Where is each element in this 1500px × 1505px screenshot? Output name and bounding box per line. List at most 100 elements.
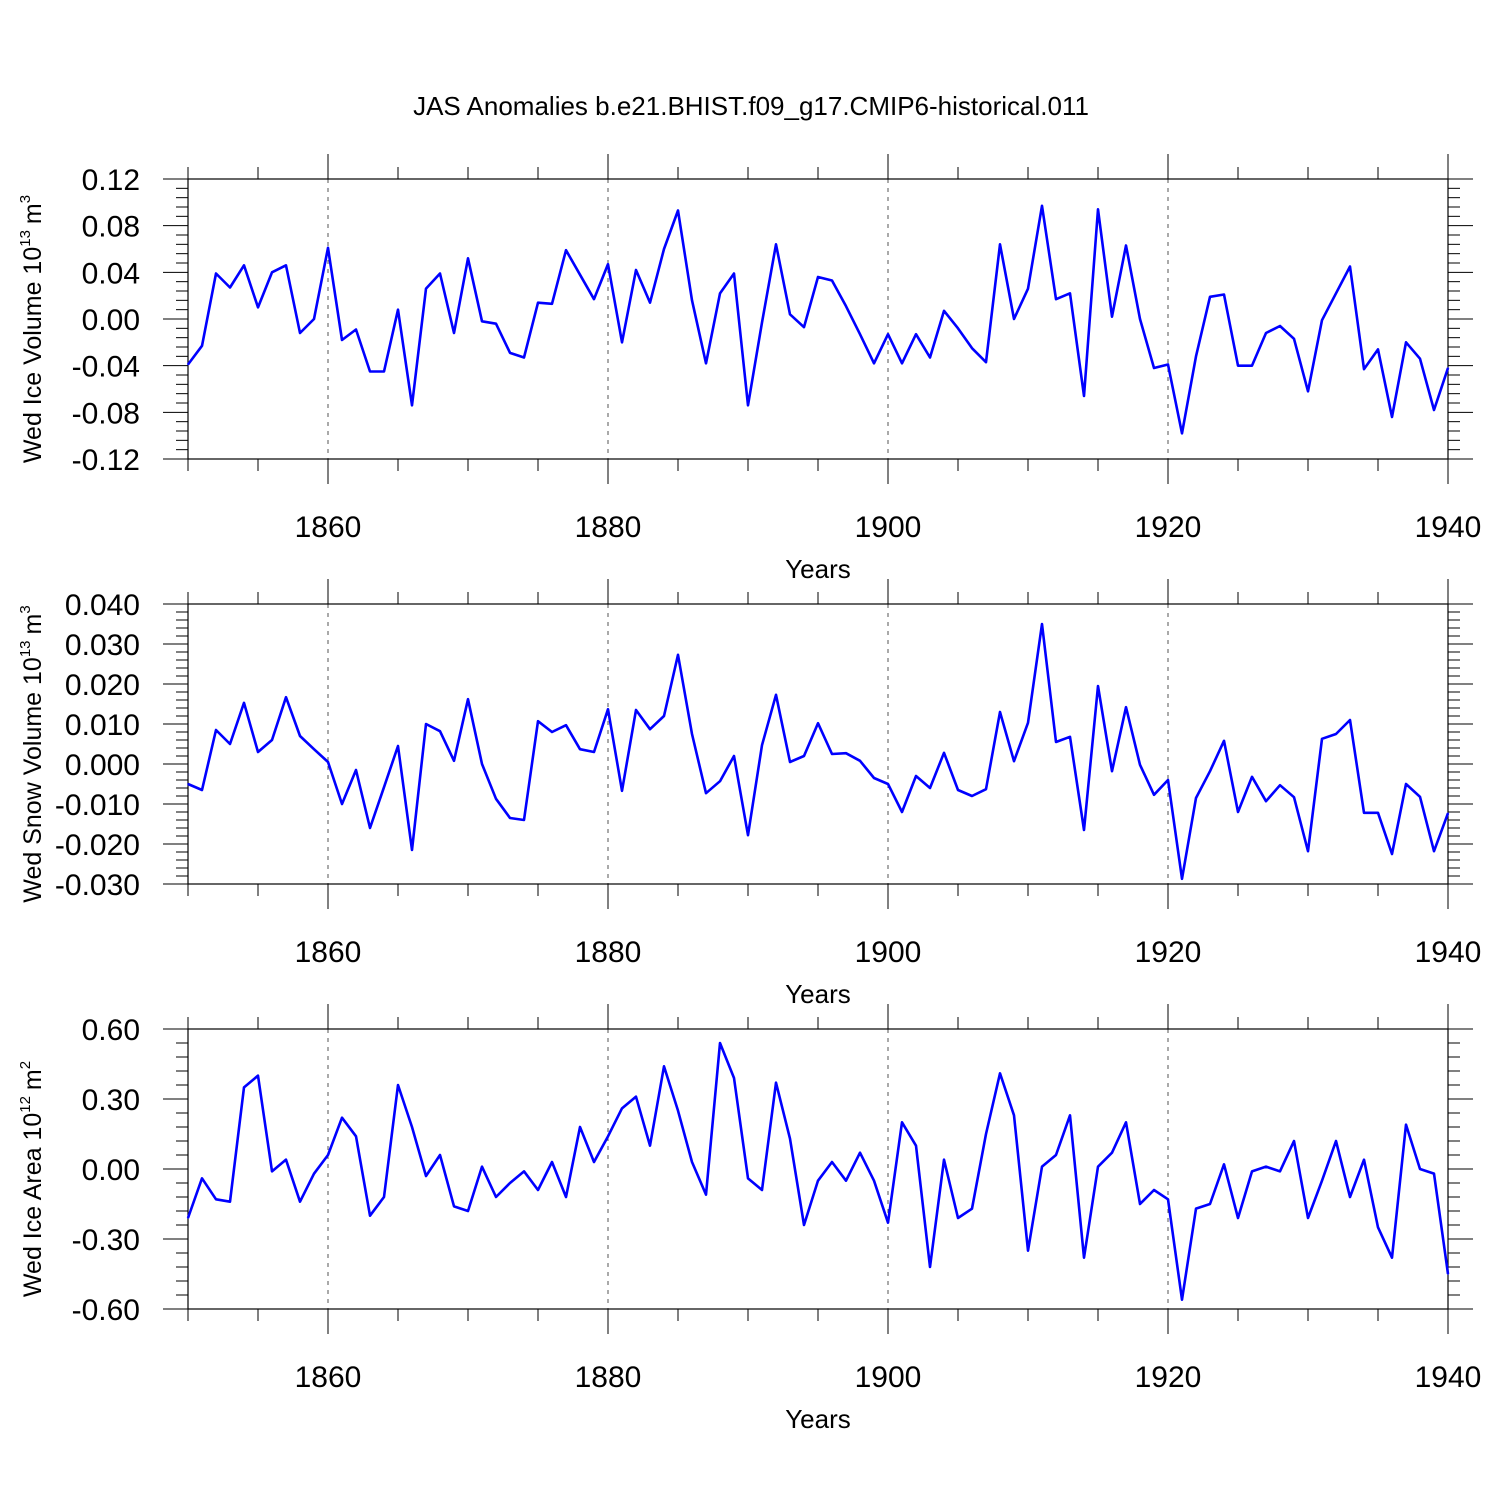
data-point bbox=[1293, 796, 1295, 798]
data-point bbox=[1069, 736, 1071, 738]
data-point bbox=[1125, 1121, 1127, 1124]
series-line bbox=[187, 622, 1450, 881]
data-point bbox=[1139, 764, 1141, 766]
data-point bbox=[425, 1175, 427, 1177]
y-axis-label-text: Wed Snow Volume 10 bbox=[19, 657, 47, 903]
data-point bbox=[1013, 318, 1015, 320]
data-point bbox=[705, 792, 707, 794]
data-point bbox=[579, 1126, 581, 1128]
data-point bbox=[1307, 1217, 1309, 1219]
data-point bbox=[187, 1217, 189, 1219]
data-point bbox=[355, 769, 357, 771]
data-point bbox=[677, 209, 679, 212]
data-point bbox=[901, 811, 903, 813]
data-point bbox=[1265, 1165, 1267, 1168]
data-point bbox=[1279, 1170, 1281, 1173]
data-point bbox=[593, 751, 595, 753]
data-point bbox=[789, 1137, 791, 1140]
data-point bbox=[327, 1154, 329, 1156]
data-point bbox=[1237, 1217, 1239, 1219]
chart-panel-1: 0.12 0.08 0.04 0.00 -0.04 -0.08 -0.12 1860 1880 1… bbox=[17, 154, 1481, 584]
data-point bbox=[299, 735, 301, 737]
data-point bbox=[1097, 1165, 1099, 1168]
data-point bbox=[509, 1182, 511, 1184]
data-point bbox=[719, 780, 721, 782]
data-point bbox=[1419, 1168, 1421, 1170]
data-point bbox=[551, 1161, 553, 1163]
data-point bbox=[1335, 733, 1337, 735]
data-point bbox=[1265, 332, 1267, 334]
y-axis-label: Wed Ice Volume 1013 m3 bbox=[17, 195, 47, 463]
data-point bbox=[1251, 1170, 1253, 1173]
y-tick-label: -0.60 bbox=[72, 1294, 140, 1327]
data-point bbox=[1405, 783, 1407, 785]
y-tick-label: -0.020 bbox=[55, 829, 140, 862]
x-tick-label: 1880 bbox=[575, 1361, 642, 1394]
data-point bbox=[341, 1116, 343, 1119]
series-line bbox=[186, 1041, 1450, 1301]
data-point bbox=[1125, 706, 1127, 708]
y-tick-label: 0.000 bbox=[65, 749, 140, 782]
data-point bbox=[747, 1177, 749, 1180]
data-point bbox=[1195, 1207, 1197, 1210]
x-tick-label: 1880 bbox=[575, 511, 642, 544]
x-tick-label: 1940 bbox=[1415, 936, 1482, 969]
data-point bbox=[523, 819, 525, 821]
data-point bbox=[1013, 760, 1015, 762]
data-point bbox=[1349, 265, 1351, 268]
data-point bbox=[607, 1135, 609, 1138]
data-point bbox=[831, 753, 833, 755]
data-point bbox=[341, 339, 343, 341]
data-point bbox=[341, 803, 343, 805]
data-point bbox=[537, 1189, 539, 1191]
data-point bbox=[621, 790, 623, 792]
data-point bbox=[229, 1200, 231, 1203]
data-point bbox=[1195, 355, 1197, 358]
data-point bbox=[789, 313, 791, 316]
x-axis-label: Years bbox=[785, 554, 851, 584]
data-point bbox=[425, 723, 427, 725]
data-point bbox=[1433, 1172, 1435, 1175]
data-point bbox=[425, 287, 427, 290]
data-point bbox=[215, 272, 217, 275]
data-point bbox=[1125, 244, 1127, 247]
x-tick-label: 1940 bbox=[1415, 1361, 1482, 1394]
data-point bbox=[495, 798, 497, 800]
data-point bbox=[607, 708, 609, 710]
data-point bbox=[971, 347, 973, 349]
data-point bbox=[663, 715, 665, 717]
data-point bbox=[873, 1179, 875, 1182]
data-point bbox=[1041, 1165, 1043, 1168]
data-point bbox=[1209, 296, 1211, 298]
y-axis-label: Wed Snow Volume 1013 m3 bbox=[17, 605, 47, 902]
data-point bbox=[1293, 338, 1295, 340]
data-point bbox=[313, 748, 315, 750]
data-point bbox=[1069, 1114, 1071, 1117]
data-point bbox=[929, 787, 931, 789]
data-point bbox=[509, 352, 511, 354]
data-point bbox=[621, 341, 623, 344]
data-point bbox=[1405, 341, 1407, 344]
data-point bbox=[383, 1196, 385, 1198]
data-point bbox=[537, 720, 539, 722]
data-point bbox=[887, 1221, 889, 1224]
data-point bbox=[1181, 1298, 1183, 1301]
data-point bbox=[201, 789, 203, 791]
data-point bbox=[215, 1198, 217, 1201]
data-point bbox=[817, 276, 819, 278]
data-point bbox=[481, 320, 483, 323]
data-point bbox=[257, 751, 259, 753]
data-point bbox=[579, 273, 581, 276]
data-point bbox=[1321, 738, 1323, 740]
data-point bbox=[1363, 1158, 1365, 1161]
data-point bbox=[397, 308, 399, 311]
data-point bbox=[187, 363, 189, 366]
data-point bbox=[677, 1109, 679, 1112]
data-point bbox=[285, 696, 287, 698]
chart-panel-3: 0.60 0.30 0.00 -0.30 -0.60 1860 1880 1900 1920 19… bbox=[17, 1004, 1481, 1434]
data-point bbox=[1433, 409, 1435, 411]
data-point bbox=[705, 1193, 707, 1196]
data-point bbox=[1237, 811, 1239, 813]
data-point bbox=[439, 1154, 441, 1156]
